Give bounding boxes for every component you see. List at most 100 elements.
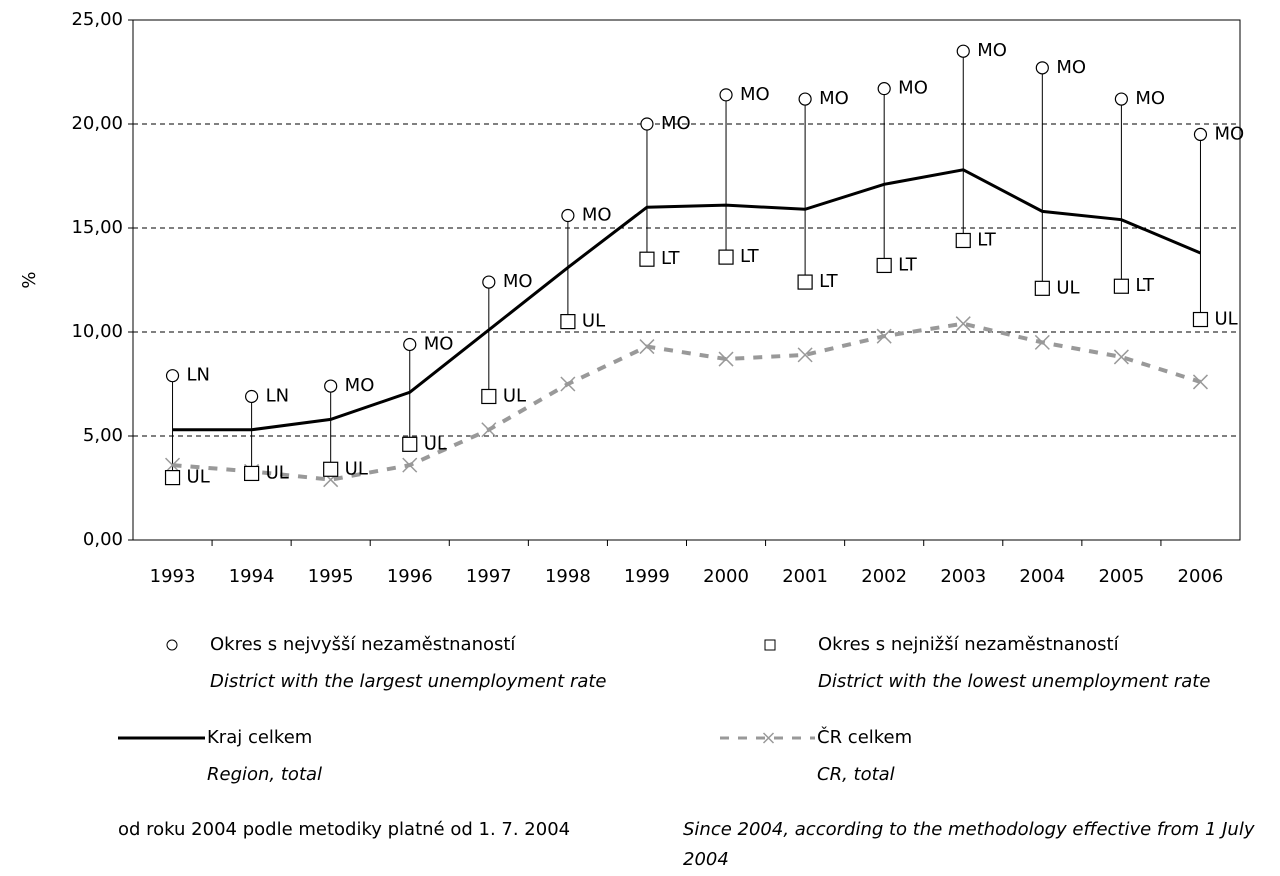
point-label: MO xyxy=(582,205,612,226)
point-label: MO xyxy=(1135,88,1165,109)
x-tick-label: 1997 xyxy=(466,566,512,587)
y-tick-label: 10,00 xyxy=(71,321,123,342)
max-point xyxy=(324,379,338,393)
x-tick-label: 2006 xyxy=(1178,566,1224,587)
legend-label: Okres s nejvyšší nezaměstnaností xyxy=(210,634,516,655)
x-tick-label: 1996 xyxy=(387,566,433,587)
min-point xyxy=(1034,280,1050,296)
max-point xyxy=(165,369,180,383)
point-label: UL xyxy=(424,433,447,454)
note: Since 2004, according to the methodology… xyxy=(683,819,1255,870)
y-tick-label: 20,00 xyxy=(71,113,123,134)
x-tick-label: 1995 xyxy=(308,566,354,587)
point-label: MO xyxy=(819,88,849,109)
min-point xyxy=(1192,311,1209,328)
point-label: UL xyxy=(187,467,210,488)
legend-label-en: District with the lowest unemployment ra… xyxy=(818,671,1210,692)
point-label: UL xyxy=(266,462,289,483)
y-tick-label: 0,00 xyxy=(83,529,123,550)
legend-marker xyxy=(764,639,776,651)
max-point xyxy=(1114,92,1128,106)
point-label: UL xyxy=(1056,277,1079,298)
point-label: LT xyxy=(740,246,760,267)
max-point xyxy=(719,88,733,102)
legend-label-en: Region, total xyxy=(207,764,322,785)
point-label: LN xyxy=(187,365,211,386)
cr-point xyxy=(639,339,655,355)
legend-label-en: CR, total xyxy=(817,764,895,785)
cr-point xyxy=(1192,374,1208,390)
min-point xyxy=(639,251,655,267)
region-line xyxy=(172,168,1202,432)
note: od roku 2004 podle metodiky platné od 1.… xyxy=(118,819,571,840)
point-label: LN xyxy=(266,385,290,406)
y-tick-label: 5,00 xyxy=(83,425,123,446)
point-label: MO xyxy=(740,84,770,105)
point-label: MO xyxy=(424,333,454,354)
min-point xyxy=(718,249,734,265)
point-label: LT xyxy=(898,254,918,275)
cr-point xyxy=(560,376,576,392)
max-point xyxy=(877,82,891,96)
x-tick-label: 2002 xyxy=(861,566,907,587)
x-tick-label: 1994 xyxy=(229,566,275,587)
point-label: MO xyxy=(345,375,375,396)
cr-point xyxy=(876,328,892,344)
x-tick-label: 2005 xyxy=(1098,566,1144,587)
cr-point xyxy=(955,316,971,332)
point-label: MO xyxy=(898,78,928,99)
point-label: UL xyxy=(503,385,526,406)
legend-label: Kraj celkem xyxy=(207,727,312,748)
cr-point xyxy=(165,457,181,473)
max-point xyxy=(640,117,654,131)
x-tick-label: 2000 xyxy=(703,566,749,587)
legend-label: ČR celkem xyxy=(817,726,912,748)
point-label: LT xyxy=(819,271,839,292)
min-point xyxy=(402,436,418,452)
max-point xyxy=(1193,127,1208,141)
point-label: UL xyxy=(582,311,605,332)
point-label: MO xyxy=(1214,123,1244,144)
point-label: UL xyxy=(1214,309,1237,330)
max-point xyxy=(561,208,575,223)
x-tick-label: 1999 xyxy=(624,566,670,587)
min-point xyxy=(560,314,576,330)
cr-point xyxy=(402,457,418,473)
point-label: MO xyxy=(977,40,1007,61)
legend-label-en: District with the largest unemployment r… xyxy=(210,671,607,692)
point-label: UL xyxy=(345,458,368,479)
cr-point xyxy=(797,347,813,363)
x-tick-label: 1998 xyxy=(545,566,591,587)
point-label: LT xyxy=(1135,275,1155,296)
x-tick-label: 2001 xyxy=(782,566,828,587)
min-point xyxy=(1113,278,1129,294)
min-point xyxy=(955,232,971,249)
y-tick-label: 15,00 xyxy=(71,217,123,238)
legend-label: Okres s nejnižší nezaměstnaností xyxy=(818,634,1120,655)
point-label: MO xyxy=(1056,57,1086,78)
point-label: MO xyxy=(661,113,691,134)
point-label: LT xyxy=(661,248,681,269)
cr-point xyxy=(1034,334,1050,350)
min-point xyxy=(323,461,339,477)
max-point xyxy=(956,44,970,58)
point-label: LT xyxy=(977,229,997,250)
y-axis-label: % xyxy=(19,271,40,288)
legend-marker xyxy=(762,732,775,744)
min-point xyxy=(797,274,813,290)
cr-point xyxy=(481,422,497,438)
cr-line xyxy=(172,321,1202,482)
min-point xyxy=(481,388,497,405)
max-point xyxy=(798,92,812,106)
max-point xyxy=(403,337,417,352)
max-point xyxy=(482,275,496,289)
max-point xyxy=(245,389,259,404)
y-tick-label: 25,00 xyxy=(71,9,123,30)
x-tick-label: 2004 xyxy=(1019,566,1065,587)
min-point xyxy=(876,257,892,274)
max-point xyxy=(1035,61,1049,75)
cr-point xyxy=(718,351,734,367)
legend-marker xyxy=(166,639,178,651)
